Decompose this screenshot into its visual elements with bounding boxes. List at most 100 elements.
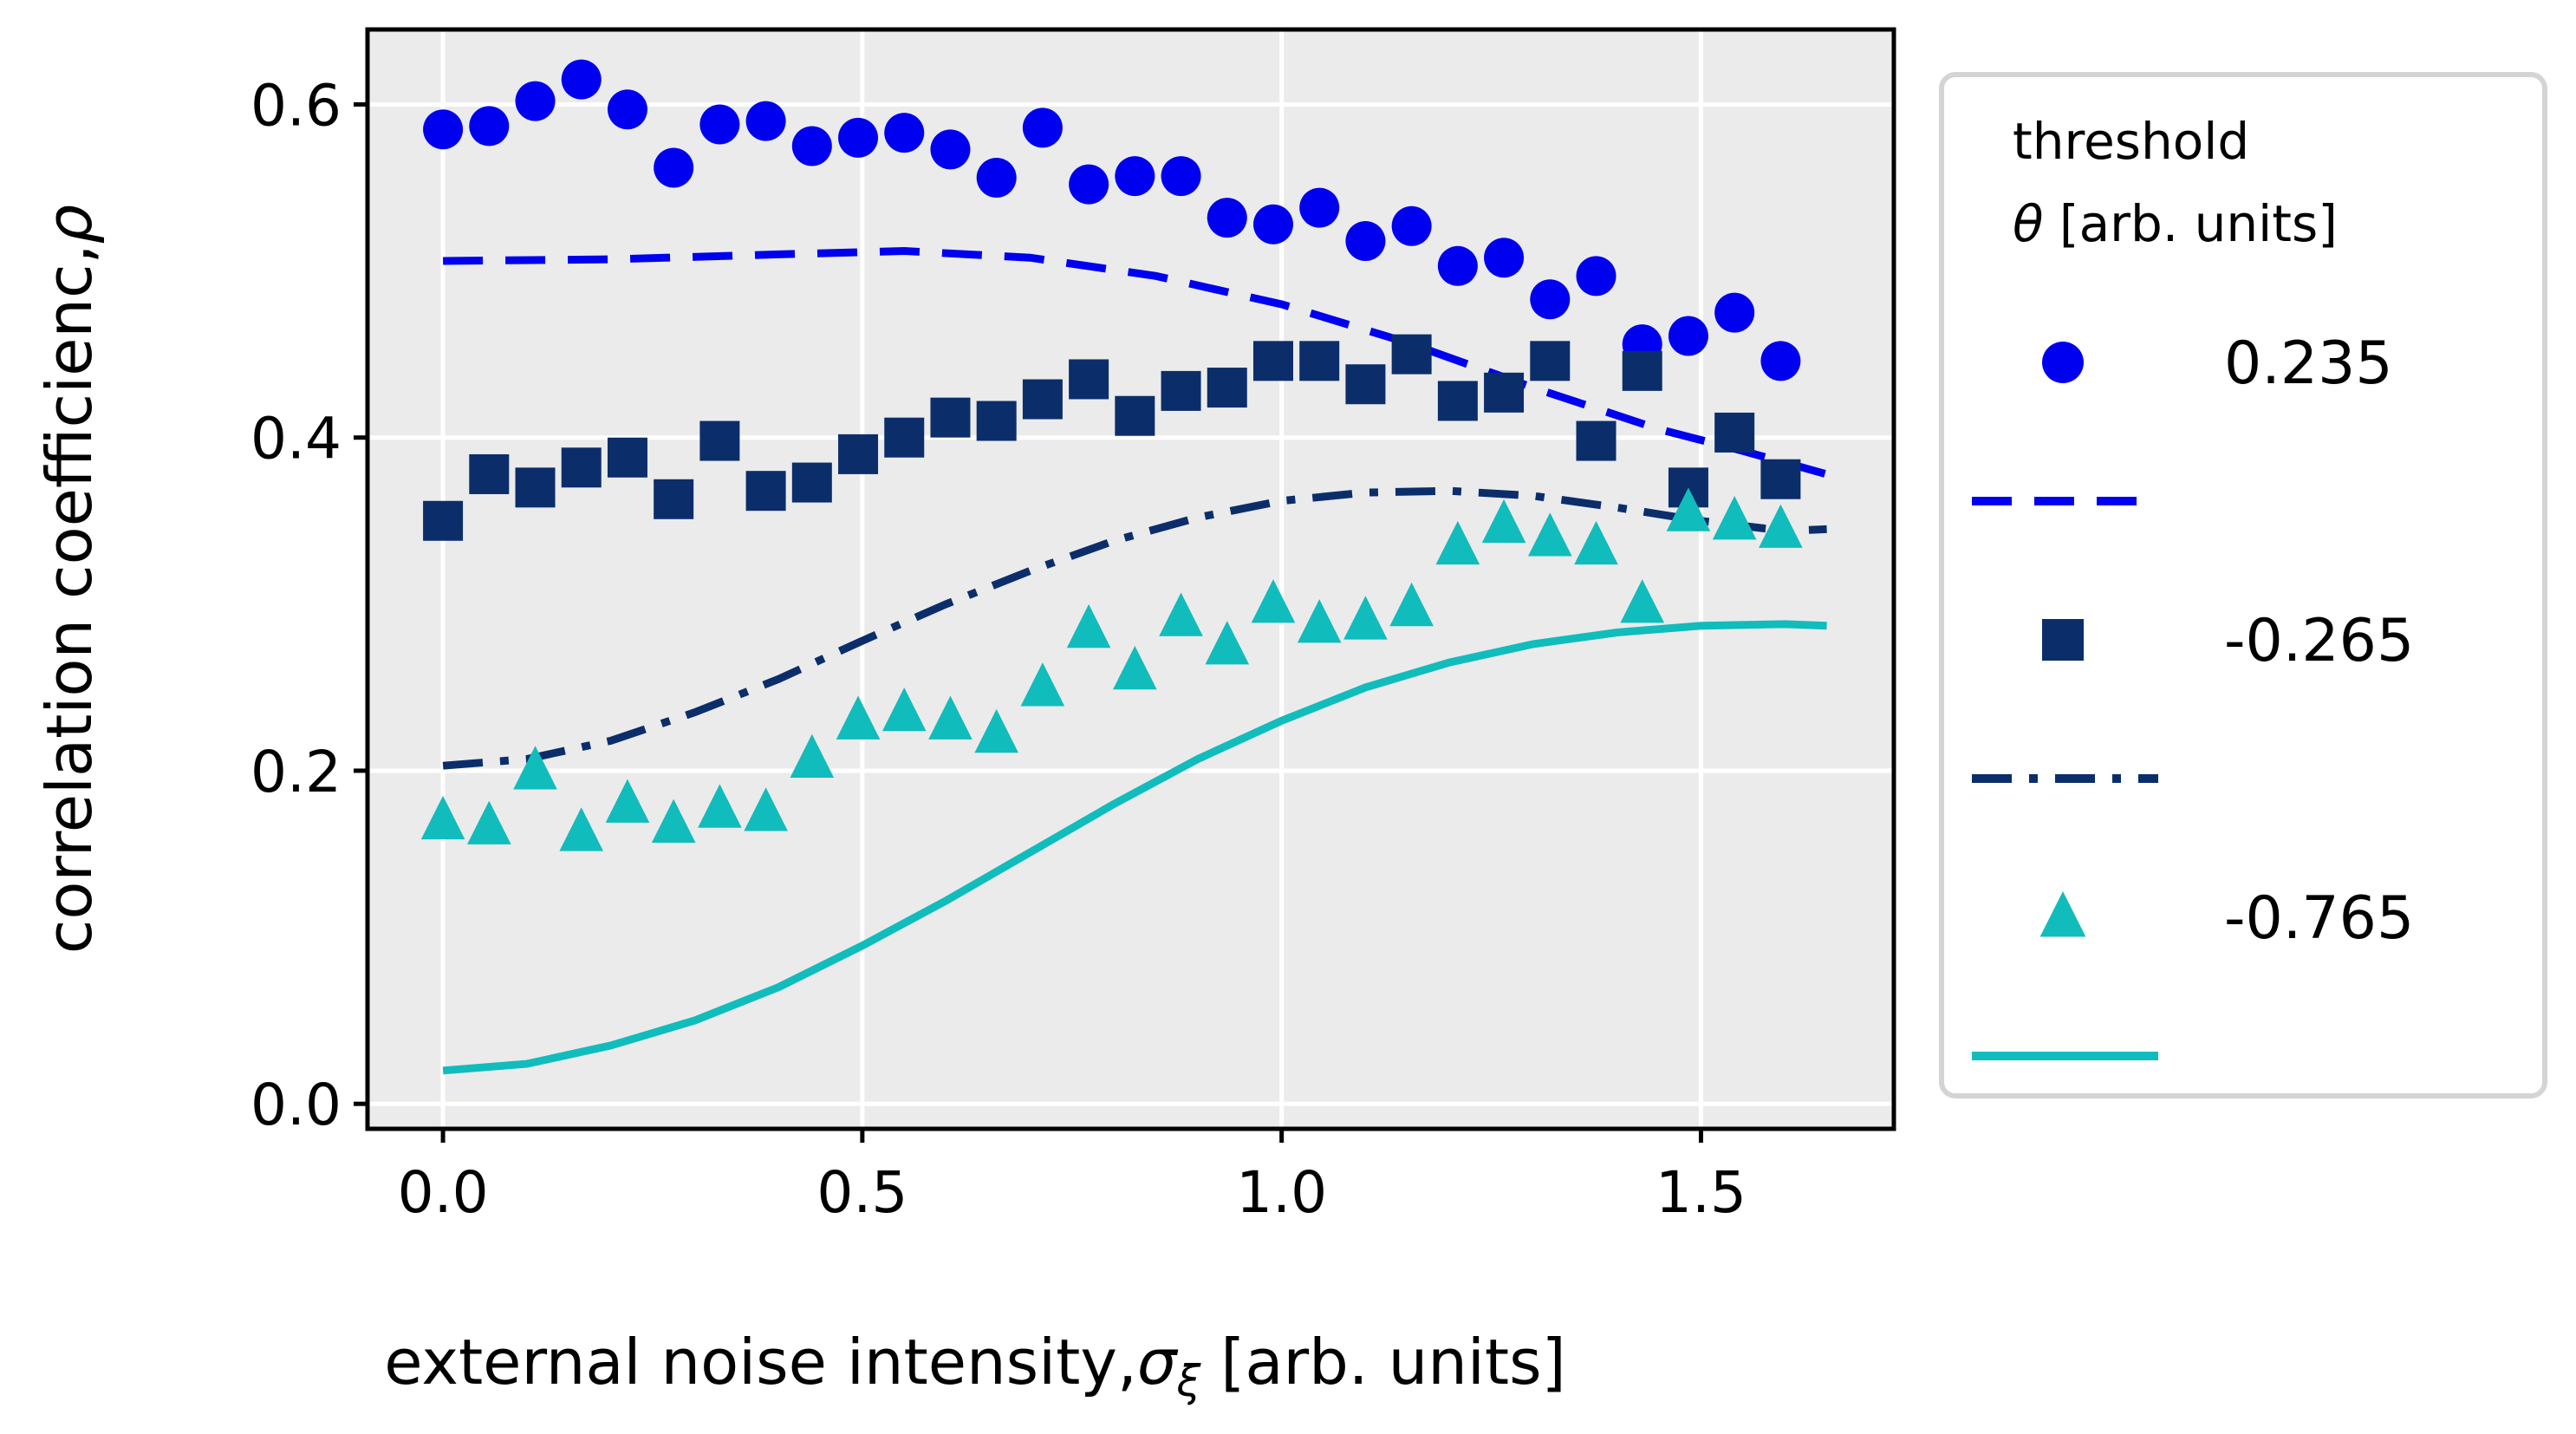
data-point-circle bbox=[469, 106, 510, 147]
data-point-circle bbox=[515, 81, 556, 121]
data-point-circle bbox=[1345, 220, 1386, 261]
data-point-square bbox=[1022, 379, 1063, 420]
y-tick-label: 0.6 bbox=[250, 72, 342, 139]
data-point-triangle bbox=[466, 800, 511, 844]
data-point-square bbox=[745, 471, 786, 512]
data-point-square bbox=[1530, 341, 1571, 381]
data-point-triangle bbox=[1020, 662, 1065, 707]
legend-marker-circle bbox=[2042, 342, 2084, 383]
x-tick-label: 0.5 bbox=[816, 1159, 907, 1226]
data-point-square bbox=[884, 417, 925, 458]
data-point-triangle bbox=[1297, 599, 1342, 643]
data-point-triangle bbox=[1527, 512, 1572, 557]
data-point-circle bbox=[791, 126, 832, 166]
data-point-square bbox=[1115, 395, 1155, 436]
data-point-circle bbox=[1161, 156, 1201, 197]
plot-background bbox=[368, 29, 1894, 1129]
data-point-triangle bbox=[881, 687, 927, 732]
data-point-triangle bbox=[1205, 621, 1250, 665]
x-axis-label: external noise intensity,σξ [arb. units] bbox=[384, 1326, 1565, 1406]
data-point-triangle bbox=[1481, 499, 1526, 544]
series-line-solid bbox=[442, 620, 1827, 1075]
data-point-circle bbox=[654, 147, 694, 188]
data-point-square bbox=[469, 453, 510, 494]
data-point-circle bbox=[1391, 205, 1432, 246]
data-point-triangle bbox=[1620, 579, 1665, 623]
data-point-circle bbox=[699, 104, 740, 145]
data-point-triangle bbox=[1759, 504, 1803, 548]
data-point-circle bbox=[561, 59, 602, 100]
data-point-square bbox=[791, 462, 832, 503]
axis-ticks: 0.0 0.5 1.0 1.5 0.0 0.2 0.4 0.6 bbox=[250, 72, 1747, 1226]
series-line-dashdot bbox=[442, 486, 1827, 770]
data-point-triangle bbox=[1113, 645, 1157, 690]
data-point-triangle bbox=[1574, 520, 1618, 565]
data-point-circle bbox=[1207, 198, 1247, 238]
data-point-square bbox=[1714, 412, 1755, 453]
y-tick-label: 0.2 bbox=[250, 739, 342, 805]
data-point-square bbox=[423, 500, 464, 541]
legend-label: 0.235 bbox=[2224, 329, 2393, 398]
data-point-square bbox=[515, 467, 556, 508]
data-point-circle bbox=[1668, 316, 1708, 356]
data-point-triangle bbox=[928, 695, 973, 740]
data-point-square bbox=[1391, 334, 1432, 375]
x-tick-label: 1.0 bbox=[1236, 1159, 1327, 1226]
data-point-square bbox=[976, 401, 1017, 441]
data-point-triangle bbox=[744, 787, 788, 831]
data-point-circle bbox=[745, 101, 786, 141]
data-point-triangle bbox=[1435, 520, 1480, 565]
data-point-circle bbox=[1299, 187, 1340, 228]
plot-frame bbox=[365, 27, 1896, 1131]
data-point-square bbox=[1760, 459, 1801, 499]
data-point-square bbox=[1437, 381, 1478, 421]
data-point-triangle bbox=[1159, 592, 1203, 636]
data-point-triangle bbox=[1343, 596, 1388, 640]
data-point-circle bbox=[838, 117, 879, 158]
data-point-circle bbox=[1022, 108, 1063, 148]
data-point-circle bbox=[423, 109, 464, 150]
y-tick-label: 0.4 bbox=[250, 406, 342, 473]
data-point-square bbox=[561, 447, 602, 488]
x-tick-label: 0.0 bbox=[398, 1159, 489, 1226]
y-tick-label: 0.0 bbox=[250, 1072, 342, 1138]
legend-marker-triangle bbox=[2039, 891, 2086, 937]
data-point-triangle bbox=[605, 779, 650, 823]
legend-title-line1: threshold bbox=[2013, 112, 2249, 171]
data-point-circle bbox=[1530, 279, 1571, 320]
data-point-circle bbox=[607, 89, 647, 130]
data-point-triangle bbox=[1712, 496, 1757, 540]
data-point-triangle bbox=[651, 798, 696, 843]
data-point-circle bbox=[976, 157, 1017, 198]
data-point-triangle bbox=[559, 807, 604, 851]
data-point-circle bbox=[1484, 238, 1525, 278]
legend: threshold θ [arb. units] 0.235 -0.265 -0.7… bbox=[1939, 72, 2547, 1098]
data-point-circle bbox=[1437, 245, 1478, 286]
data-point-square bbox=[1345, 364, 1386, 405]
data-point-circle bbox=[1069, 164, 1109, 205]
data-point-square bbox=[1576, 420, 1617, 461]
legend-marker-square bbox=[2042, 619, 2084, 661]
data-point-square bbox=[1252, 341, 1293, 381]
data-point-triangle bbox=[420, 795, 465, 840]
data-point-square bbox=[1207, 368, 1247, 408]
data-point-square bbox=[1484, 372, 1525, 413]
x-tick-label: 1.5 bbox=[1656, 1159, 1747, 1226]
data-point-square bbox=[1299, 341, 1340, 381]
data-point-circle bbox=[930, 129, 971, 170]
data-point-triangle bbox=[836, 695, 881, 740]
legend-label: -0.765 bbox=[2224, 884, 2414, 953]
data-point-circle bbox=[1576, 256, 1617, 297]
data-point-triangle bbox=[1066, 603, 1111, 649]
data-point-triangle bbox=[1251, 579, 1296, 623]
data-point-triangle bbox=[790, 733, 835, 779]
data-point-triangle bbox=[1389, 582, 1434, 627]
legend-entries: 0.235 -0.265 -0.765 bbox=[1972, 329, 2414, 1060]
data-point-square bbox=[1161, 370, 1201, 411]
data-point-square bbox=[1622, 350, 1662, 391]
data-point-square bbox=[654, 479, 694, 519]
data-point-square bbox=[1069, 359, 1109, 400]
data-point-square bbox=[838, 433, 879, 474]
data-point-circle bbox=[1115, 156, 1155, 197]
